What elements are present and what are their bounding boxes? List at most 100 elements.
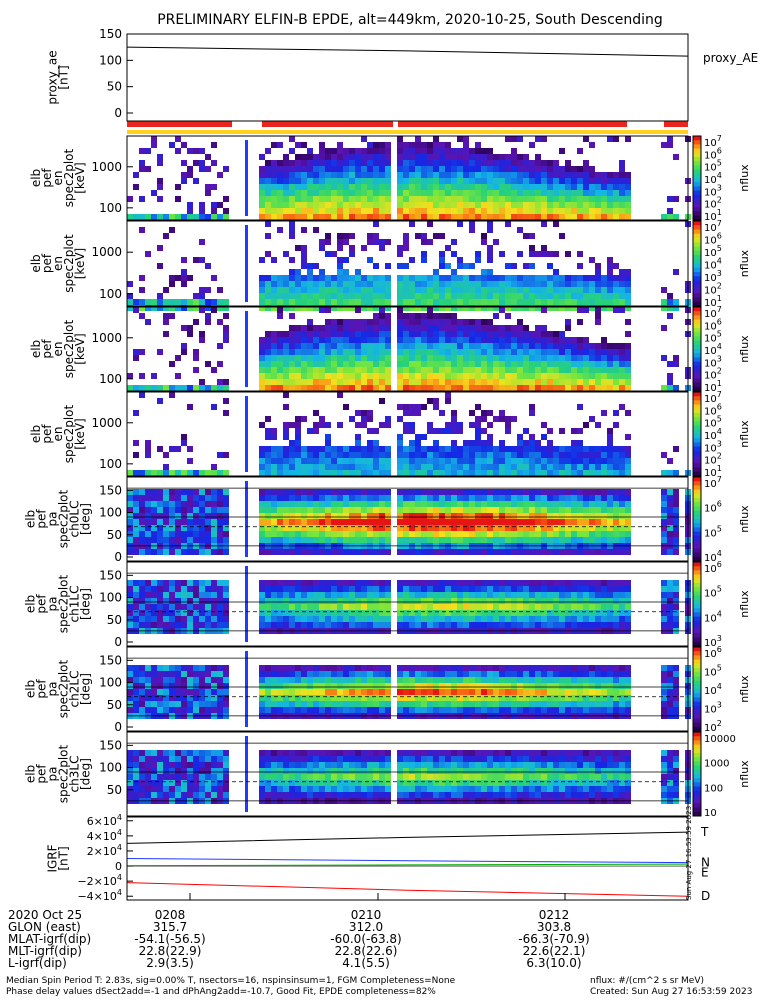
- colorbar-segment: [693, 562, 701, 567]
- colorbar-segment: [693, 446, 701, 452]
- spectrogram-cell: [127, 501, 133, 507]
- spectrogram-cell: [559, 287, 565, 293]
- spectrogram-cell: [535, 592, 541, 598]
- spectrogram-cell: [349, 172, 355, 178]
- spectrogram-cell: [277, 142, 283, 148]
- spectrogram-cell: [433, 373, 439, 379]
- spectrogram-cell: [319, 592, 325, 598]
- spectrogram-cell: [289, 592, 295, 598]
- spectrogram-cell: [301, 519, 307, 525]
- spectrogram-cell: [181, 695, 187, 701]
- spectrogram-cell: [217, 452, 223, 458]
- spectrogram-cell: [397, 446, 403, 452]
- spectrogram-cell: [565, 251, 571, 257]
- spectrogram-cell: [565, 166, 571, 172]
- spectrogram-cell: [259, 507, 265, 513]
- spectrogram-cell: [361, 208, 367, 214]
- spectrogram-cell: [331, 519, 337, 525]
- spectrogram-cell: [343, 458, 349, 464]
- spectrogram-cell: [289, 622, 295, 628]
- spectrogram-cell: [487, 452, 493, 458]
- spectrogram-cell: [373, 604, 379, 610]
- spectrogram-cell: [535, 154, 541, 160]
- spectrogram-cell: [499, 361, 505, 367]
- spectrogram-cell: [523, 549, 529, 555]
- spectrogram-cell: [199, 299, 205, 305]
- colorbar-segment: [693, 238, 701, 243]
- spectrogram-cell: [223, 683, 229, 689]
- spectrogram-cell: [139, 513, 145, 519]
- spectrogram-cell: [505, 379, 511, 385]
- spectrogram-cell: [181, 257, 187, 263]
- panel-frame: [126, 220, 689, 307]
- spectrogram-cell: [523, 622, 529, 628]
- spectrogram-cell: [163, 677, 169, 683]
- spectrogram-cell: [367, 495, 373, 501]
- spectrogram-cell: [157, 501, 163, 507]
- spectrogram-cell: [379, 142, 385, 148]
- spectrogram-cell: [271, 598, 277, 604]
- spectrogram-cell: [313, 677, 319, 683]
- spectrogram-cell: [265, 695, 271, 701]
- spectrogram-cell: [505, 537, 511, 543]
- spectrogram-cell: [175, 665, 181, 671]
- spectrogram-cell: [517, 154, 523, 160]
- spectrogram-cell: [511, 275, 517, 281]
- spectrogram-cell: [319, 275, 325, 281]
- spectrogram-cell: [499, 373, 505, 379]
- colorbar-segment: [693, 570, 701, 576]
- spectrogram-cell: [259, 677, 265, 683]
- spectrogram-cell: [205, 154, 211, 160]
- spectrogram-cell: [343, 519, 349, 525]
- spectrogram-cell: [511, 525, 517, 531]
- y-tick-label: 100: [99, 372, 122, 386]
- spectrogram-cell: [559, 592, 565, 598]
- spectrogram-cell: [139, 549, 145, 555]
- spectrogram-cell: [397, 458, 403, 464]
- spectrogram-cell: [379, 154, 385, 160]
- spectrogram-cell: [565, 537, 571, 543]
- spectrogram-cell: [307, 349, 313, 355]
- spectrogram-cell: [211, 689, 217, 695]
- spectrogram-cell: [355, 507, 361, 513]
- spectrogram-cell: [169, 495, 175, 501]
- spectrogram-cell: [145, 489, 151, 495]
- spectrogram-cell: [415, 513, 421, 519]
- spectrogram-cell: [205, 689, 211, 695]
- spectrogram-cell: [439, 385, 445, 391]
- spectrogram-cell: [409, 172, 415, 178]
- spectrogram-cell: [499, 172, 505, 178]
- spectrogram-cell: [337, 598, 343, 604]
- spectrogram-cell: [373, 305, 379, 311]
- spectrogram-cell: [583, 299, 589, 305]
- spectrogram-cell: [403, 178, 409, 184]
- spectrogram-cell: [313, 293, 319, 299]
- spectrogram-cell: [193, 178, 199, 184]
- spectrogram-cell: [157, 531, 163, 537]
- spectrogram-cell: [205, 549, 211, 555]
- spectrogram-cell: [421, 337, 427, 343]
- spectrogram-cell: [427, 221, 433, 227]
- spectrogram-cell: [607, 208, 613, 214]
- spectrogram-cell: [319, 287, 325, 293]
- spectrogram-cell: [625, 178, 631, 184]
- spectrogram-cell: [139, 214, 145, 220]
- spectrogram-cell: [451, 537, 457, 543]
- spectrogram-cell: [367, 701, 373, 707]
- spectrogram-cell: [187, 519, 193, 525]
- spectrogram-cell: [595, 549, 601, 555]
- spectrogram-cell: [409, 275, 415, 281]
- y-tick-label: 150: [99, 568, 122, 582]
- spectrogram-cell: [439, 337, 445, 343]
- spectrogram-cell: [373, 677, 379, 683]
- spectrogram-cell: [523, 275, 529, 281]
- spectrogram-cell: [265, 233, 271, 239]
- spectrogram-cell: [271, 178, 277, 184]
- spectrogram-cell: [451, 422, 457, 428]
- spectrogram-cell: [457, 470, 463, 476]
- spectrogram-cell: [523, 586, 529, 592]
- spectrogram-cell: [163, 313, 169, 319]
- spectrogram-cell: [349, 616, 355, 622]
- spectrogram-cell: [601, 361, 607, 367]
